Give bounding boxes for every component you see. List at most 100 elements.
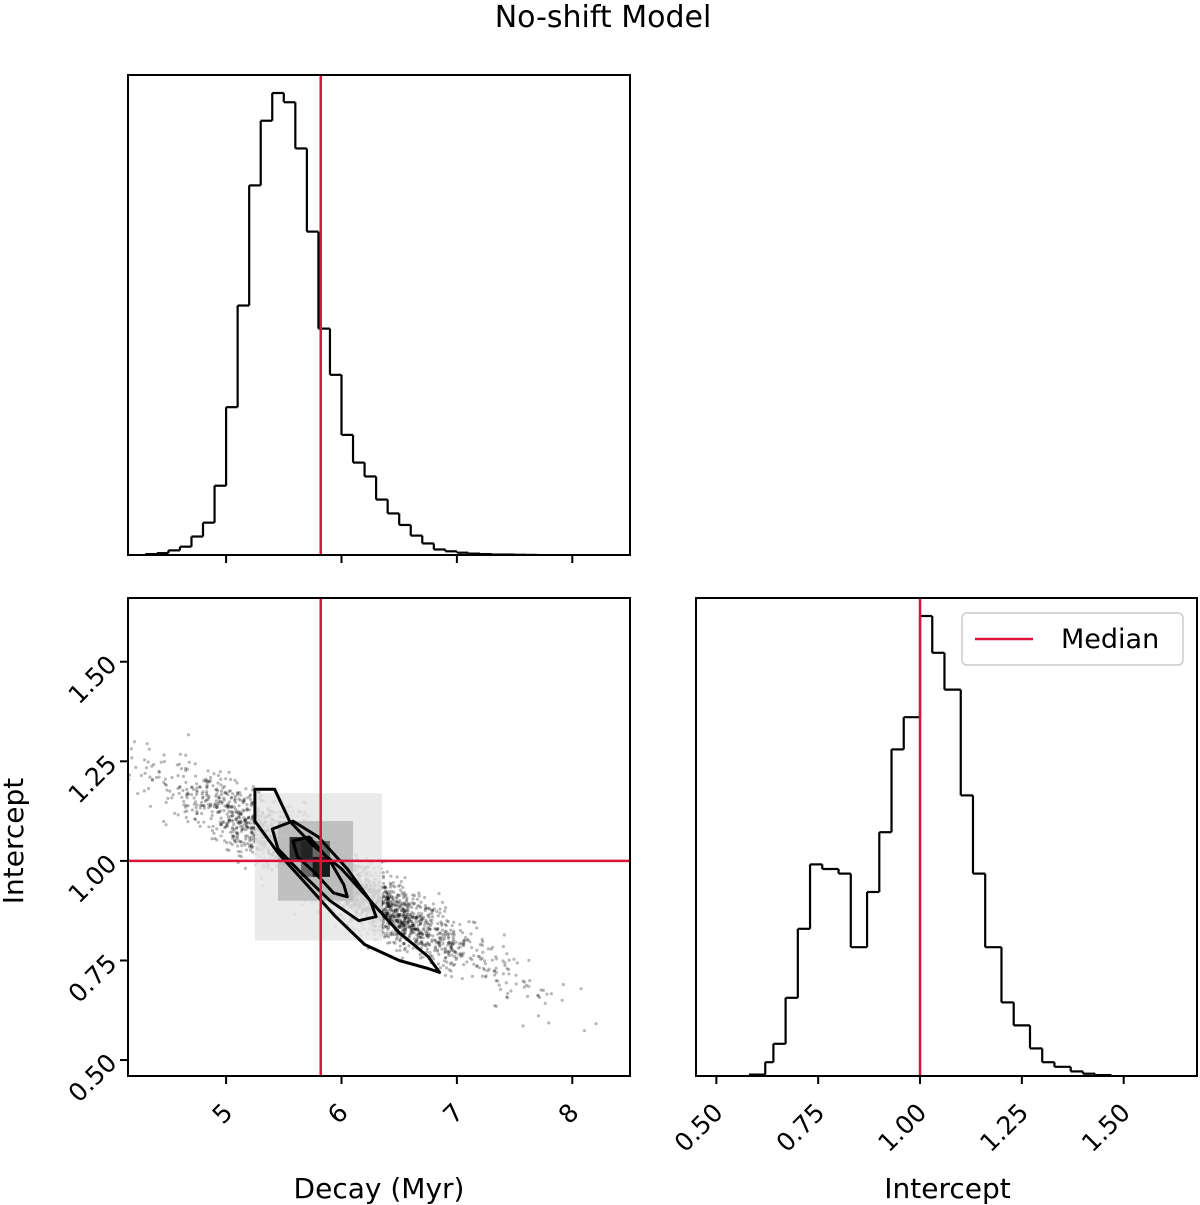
sample-point [493,1004,497,1008]
sample-point [185,787,189,792]
sample-point [230,811,234,815]
sample-point [394,900,398,904]
sample-point [396,907,400,911]
sample-point [503,961,507,965]
sample-point [213,836,217,841]
sample-point [235,835,239,839]
sample-point [416,911,421,915]
sample-point [406,908,410,913]
sample-point [543,1001,547,1005]
sample-point [403,902,407,906]
sample-point [442,959,446,963]
sample-point [449,944,453,948]
sample-point [249,804,253,808]
sample-point [446,936,450,940]
sample-point [425,920,429,924]
sample-point [484,974,488,978]
sample-point [184,815,188,820]
sample-point [201,790,205,794]
sample-point [243,834,248,838]
sample-point [383,889,387,893]
sample-point [209,816,213,821]
sample-point [458,952,463,956]
sample-point [222,784,227,789]
sample-point [232,834,236,839]
sample-point [452,931,456,935]
sample-point [212,772,216,776]
sample-point [208,780,212,784]
sample-point [401,893,405,897]
sample-point [110,784,113,787]
sample-point [475,964,479,968]
sample-point [190,793,194,797]
sample-point [387,905,391,909]
sample-point [385,870,389,874]
sample-point [400,891,404,895]
sample-point [444,924,448,928]
sample-point [433,945,437,949]
sample-point [246,841,250,846]
sample-point [420,918,424,922]
sample-point [419,930,423,935]
sample-point [402,912,406,916]
sample-point [483,968,487,972]
sample-point [389,933,393,937]
sample-point [159,760,163,764]
sample-point [225,840,229,845]
sample-point [462,942,466,946]
sample-point [387,925,391,930]
sample-point [438,907,442,911]
sample-point [201,796,205,800]
joint-frame [127,597,631,1077]
sample-point [438,911,442,915]
sample-point [199,800,204,804]
sample-point [237,839,241,843]
sample-point [218,796,222,800]
sample-point [402,910,407,914]
sample-point [462,940,466,945]
sample-point [388,902,392,907]
sample-point [391,911,396,915]
sample-point [219,799,223,803]
joint-ytick-label: 1.00 [63,849,123,909]
sample-point [234,840,238,844]
sample-point [410,901,414,905]
sample-point [443,950,447,954]
sample-point [208,778,212,783]
sample-point [409,913,413,917]
sample-point [388,904,392,908]
sample-point [492,969,496,973]
sample-point [245,802,249,807]
sample-point [452,929,456,933]
sample-point [496,979,500,983]
sample-point [419,905,423,909]
sample-point [385,911,390,916]
sample-point [236,844,240,848]
sample-point [178,785,182,789]
sample-point [477,955,482,959]
sample-point [146,786,151,791]
sample-point [398,922,402,927]
sample-point [468,956,472,960]
sample-point [204,789,209,794]
sample-point [418,952,422,957]
sample-point [403,914,407,918]
sample-point [198,806,202,810]
sample-point [163,782,167,786]
sample-point [381,876,386,880]
sample-point [402,923,406,927]
sample-point [396,903,400,907]
sample-point [242,798,246,802]
sample-point [437,942,441,946]
sample-point [437,952,441,956]
sample-point [227,803,231,808]
sample-point [243,843,247,847]
sample-point [230,842,234,847]
legend: Median [961,612,1184,666]
sample-point [166,796,170,800]
sample-point [419,940,423,944]
sample-point [385,897,389,901]
sample-point [243,818,248,822]
sample-point [389,916,393,920]
sample-point [426,935,430,939]
